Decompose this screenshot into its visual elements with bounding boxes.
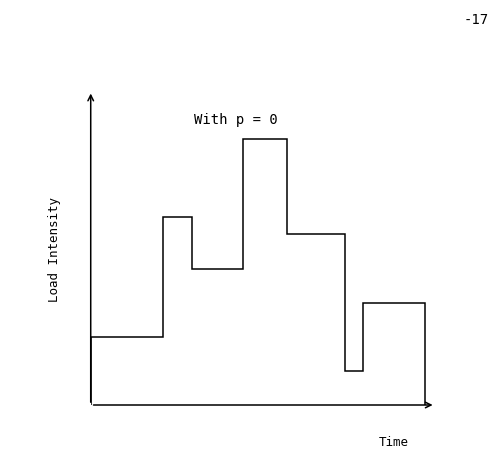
Text: -17: -17 xyxy=(464,14,489,27)
Text: Time: Time xyxy=(379,436,409,449)
Text: With p = 0: With p = 0 xyxy=(194,113,278,127)
Text: Load Intensity: Load Intensity xyxy=(48,197,61,302)
